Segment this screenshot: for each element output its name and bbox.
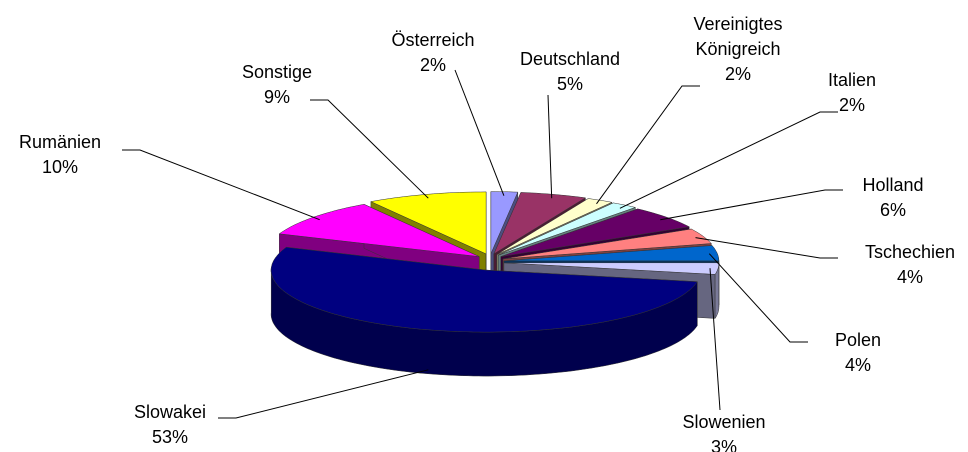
percent-label: 53%: [151, 427, 189, 447]
slice: [498, 202, 637, 256]
leader-line: [547, 94, 553, 199]
leader-line: [660, 189, 843, 221]
category-label: Österreich: [391, 30, 475, 50]
data-label: Österreich 2%: [363, 28, 503, 78]
category-label: Holland: [862, 175, 924, 195]
category-label: Deutschland: [519, 49, 621, 69]
percent-label: 3%: [710, 437, 737, 452]
data-label: Vereinigtes Königreich 2%: [678, 12, 798, 87]
slice: [490, 191, 519, 254]
category-label: Sonstige: [241, 62, 313, 82]
leader-line: [596, 85, 700, 205]
data-label: Deutschland 5%: [500, 47, 640, 97]
slice: [493, 192, 587, 255]
leader-line: [709, 268, 721, 411]
leader-line: [619, 111, 838, 209]
data-label: Slowenien 3%: [664, 410, 784, 452]
leader-line: [310, 99, 429, 199]
category-label: Rumänien: [18, 132, 102, 152]
percent-label: 4%: [896, 267, 923, 287]
data-label: Italien 2%: [802, 68, 902, 118]
category-label: Italien: [827, 70, 877, 90]
pie: [270, 191, 720, 377]
data-label: Rumänien 10%: [0, 130, 120, 180]
category-label: Polen: [834, 330, 882, 350]
leader-line: [454, 69, 505, 196]
data-label: Slowakei 53%: [110, 400, 230, 450]
slice: [270, 246, 698, 333]
slice: [502, 228, 712, 260]
percent-label: 2%: [838, 95, 865, 115]
leader-line: [695, 237, 838, 259]
leader-line: [122, 149, 320, 221]
data-label: Sonstige 9%: [217, 60, 337, 110]
percent-label: 5%: [556, 74, 583, 94]
category-label: Vereinigtes Königreich: [693, 14, 783, 59]
category-label: Slowakei: [133, 402, 207, 422]
data-label: Tschechien 4%: [850, 240, 968, 290]
slice: [503, 245, 720, 262]
leader-line: [218, 369, 429, 419]
percent-label: 4%: [844, 355, 871, 375]
percent-label: 10%: [41, 157, 79, 177]
data-label: Holland 6%: [843, 173, 943, 223]
data-label: Polen 4%: [808, 328, 908, 378]
category-label: Tschechien: [864, 242, 956, 262]
slice: [370, 191, 487, 255]
percent-label: 9%: [263, 87, 290, 107]
category-label: Slowenien: [682, 412, 766, 432]
percent-label: 2%: [724, 64, 751, 84]
percent-label: 6%: [879, 200, 906, 220]
slice: [500, 208, 690, 257]
percent-label: 2%: [419, 55, 446, 75]
slice: [496, 198, 613, 255]
leader-line: [708, 253, 808, 343]
